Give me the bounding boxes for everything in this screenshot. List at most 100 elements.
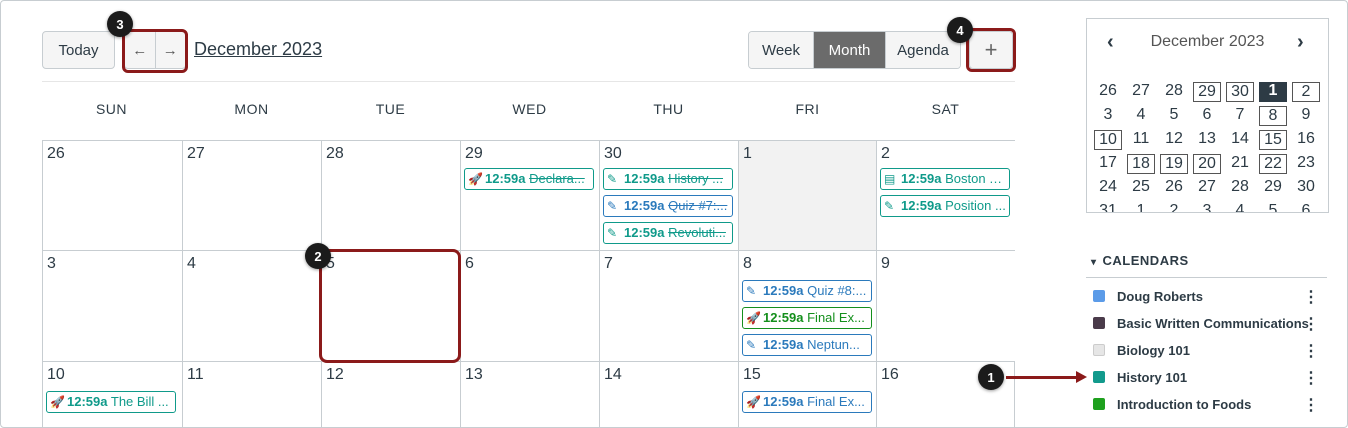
day-cell[interactable]: 29 🚀 12:59a Declara... xyxy=(460,140,599,250)
day-number: 27 xyxy=(187,145,205,162)
mini-calendar-day[interactable]: 28 xyxy=(1165,82,1183,99)
calendar-color-swatch[interactable] xyxy=(1093,290,1105,302)
calendar-item-basic-written-communications[interactable]: Basic Written Communications xyxy=(1093,313,1309,333)
mini-calendar-day[interactable]: 13 xyxy=(1198,130,1216,147)
mini-next-month-button[interactable]: › xyxy=(1297,31,1304,53)
calendar-color-swatch[interactable] xyxy=(1093,344,1105,356)
day-cell[interactable]: 10 🚀 12:59a The Bill ... xyxy=(42,361,182,427)
day-cell[interactable]: 14 xyxy=(599,361,738,427)
day-cell-today[interactable]: 1 xyxy=(738,140,876,250)
kebab-menu-icon[interactable]: ⋮ xyxy=(1303,397,1319,414)
mini-calendar-day[interactable]: 20 xyxy=(1193,154,1221,174)
mini-calendar-day[interactable]: 12 xyxy=(1165,130,1183,147)
agenda-view-button[interactable]: Agenda xyxy=(886,32,960,68)
mini-calendar-day[interactable]: 5 xyxy=(1268,202,1278,213)
mini-calendar-day[interactable]: 2 xyxy=(1169,202,1179,213)
mini-calendar-day[interactable]: 22 xyxy=(1259,154,1287,174)
mini-calendar-day[interactable]: 27 xyxy=(1198,178,1216,195)
day-cell[interactable]: 16 xyxy=(876,361,1015,427)
mini-calendar-day[interactable]: 15 xyxy=(1259,130,1287,150)
calendar-event[interactable]: ✎ 12:59a Revoluti... xyxy=(603,222,733,244)
mini-calendar-day[interactable]: 29 xyxy=(1193,82,1221,102)
kebab-menu-icon[interactable]: ⋮ xyxy=(1303,316,1319,333)
mini-calendar-day[interactable]: 3 xyxy=(1202,202,1212,213)
calendar-event[interactable]: 🚀 12:59a Final Ex... xyxy=(742,307,872,329)
calendar-color-swatch[interactable] xyxy=(1093,371,1105,383)
mini-calendar-day[interactable]: 30 xyxy=(1297,178,1315,195)
mini-calendar-day[interactable]: 23 xyxy=(1297,154,1315,171)
calendar-event[interactable]: ✎ 12:59a Neptun... xyxy=(742,334,872,356)
calendar-event[interactable]: ✎ 12:59a Position ... xyxy=(880,195,1010,217)
calendar-item-biology-101[interactable]: Biology 101 xyxy=(1093,340,1190,360)
day-cell[interactable]: 27 xyxy=(182,140,321,250)
day-cell[interactable]: 8 ✎ 12:59a Quiz #8:... 🚀 12:59a Final Ex..… xyxy=(738,250,876,361)
mini-prev-month-button[interactable]: ‹ xyxy=(1107,31,1114,53)
calendar-event[interactable]: 🚀 12:59a Declara... xyxy=(464,168,594,190)
mini-calendar-day[interactable]: 21 xyxy=(1231,154,1249,171)
month-view-button[interactable]: Month xyxy=(814,32,886,68)
month-title[interactable]: December 2023 xyxy=(194,39,323,59)
mini-calendar-day[interactable]: 19 xyxy=(1160,154,1188,174)
mini-calendar-day[interactable]: 3 xyxy=(1103,106,1113,123)
next-month-button[interactable]: → xyxy=(162,41,178,59)
calendar-item-introduction-to-foods[interactable]: Introduction to Foods xyxy=(1093,394,1251,414)
calendar-item-history-101[interactable]: History 101 xyxy=(1093,367,1187,387)
mini-calendar-day[interactable]: 5 xyxy=(1169,106,1179,123)
mini-calendar-day[interactable]: 16 xyxy=(1297,130,1315,147)
day-cell[interactable]: 4 xyxy=(182,250,321,361)
day-cell[interactable]: 26 xyxy=(42,140,182,250)
day-cell[interactable]: 2 ▤ 12:59a Boston T... ✎ 12:59a Position .… xyxy=(876,140,1015,250)
add-event-button[interactable]: + xyxy=(969,31,1013,69)
day-cell[interactable]: 12 xyxy=(321,361,460,427)
mini-calendar-day[interactable]: 24 xyxy=(1099,178,1117,195)
kebab-menu-icon[interactable]: ⋮ xyxy=(1303,343,1319,360)
mini-calendar-day[interactable]: 28 xyxy=(1231,178,1249,195)
mini-calendar-day[interactable]: 31 xyxy=(1099,202,1117,213)
day-cell[interactable]: 3 xyxy=(42,250,182,361)
mini-calendar-day[interactable]: 14 xyxy=(1231,130,1249,147)
mini-calendar-day[interactable]: 11 xyxy=(1132,130,1150,147)
day-cell[interactable]: 7 xyxy=(599,250,738,361)
calendar-event[interactable]: ✎ 12:59a History ... xyxy=(603,168,733,190)
mini-calendar-day[interactable]: 17 xyxy=(1099,154,1117,171)
mini-calendar-day[interactable]: 18 xyxy=(1127,154,1155,174)
previous-month-button[interactable]: ← xyxy=(125,32,156,68)
day-cell[interactable]: 15 🚀 12:59a Final Ex... xyxy=(738,361,876,427)
calendars-heading[interactable]: ▾ CALENDARS xyxy=(1091,253,1189,268)
mini-calendar-day[interactable]: 6 xyxy=(1202,106,1212,123)
calendar-event[interactable]: ✎ 12:59a Quiz #7:... xyxy=(603,195,733,217)
calendar-color-swatch[interactable] xyxy=(1093,317,1105,329)
mini-calendar-day[interactable]: 27 xyxy=(1132,82,1150,99)
day-cell[interactable]: 13 xyxy=(460,361,599,427)
mini-calendar-day[interactable]: 4 xyxy=(1235,202,1245,213)
day-cell[interactable]: 6 xyxy=(460,250,599,361)
mini-calendar-day[interactable]: 26 xyxy=(1099,82,1117,99)
mini-calendar-day[interactable]: 26 xyxy=(1165,178,1183,195)
mini-calendar-day[interactable]: 7 xyxy=(1235,106,1245,123)
mini-calendar-day[interactable]: 29 xyxy=(1264,178,1282,195)
mini-calendar-day[interactable]: 6 xyxy=(1301,202,1311,213)
mini-calendar-day[interactable]: 8 xyxy=(1259,106,1287,126)
calendar-event[interactable]: ▤ 12:59a Boston T... xyxy=(880,168,1010,190)
mini-calendar-day[interactable]: 9 xyxy=(1301,106,1311,123)
mini-calendar-day[interactable]: 1 xyxy=(1136,202,1146,213)
mini-calendar-day[interactable]: 1 xyxy=(1259,82,1287,102)
mini-calendar-day[interactable]: 25 xyxy=(1132,178,1150,195)
day-cell[interactable]: 30 ✎ 12:59a History ... ✎ 12:59a Quiz #7:.… xyxy=(599,140,738,250)
calendar-event[interactable]: 🚀 12:59a Final Ex... xyxy=(742,391,872,413)
calendar-event[interactable]: ✎ 12:59a Quiz #8:... xyxy=(742,280,872,302)
mini-calendar-day[interactable]: 30 xyxy=(1226,82,1254,102)
mini-calendar-day[interactable]: 10 xyxy=(1094,130,1122,150)
day-cell[interactable]: 28 xyxy=(321,140,460,250)
calendar-color-swatch[interactable] xyxy=(1093,398,1105,410)
calendar-item-doug-roberts[interactable]: Doug Roberts xyxy=(1093,286,1203,306)
day-cell[interactable]: 9 xyxy=(876,250,1015,361)
week-view-button[interactable]: Week xyxy=(749,32,814,68)
today-button[interactable]: Today xyxy=(42,31,115,69)
kebab-menu-icon[interactable]: ⋮ xyxy=(1303,370,1319,387)
mini-calendar-day[interactable]: 2 xyxy=(1292,82,1320,102)
mini-calendar-day[interactable]: 4 xyxy=(1136,106,1146,123)
calendar-event[interactable]: 🚀 12:59a The Bill ... xyxy=(46,391,176,413)
kebab-menu-icon[interactable]: ⋮ xyxy=(1303,289,1319,306)
day-cell[interactable]: 11 xyxy=(182,361,321,427)
